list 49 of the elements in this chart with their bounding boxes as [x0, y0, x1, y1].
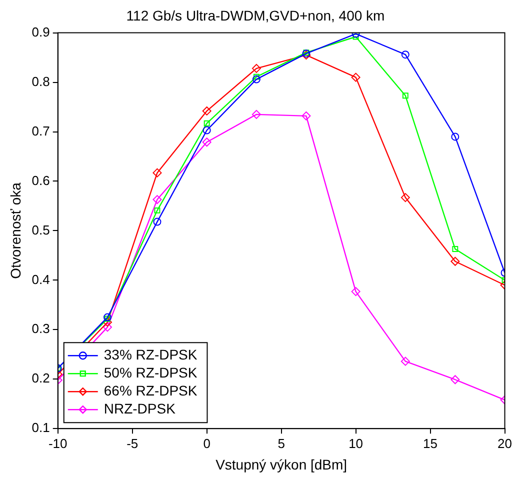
- point: [202, 138, 212, 147]
- point: [402, 92, 408, 99]
- point: [351, 72, 360, 82]
- x-tick-label: -5: [126, 436, 138, 451]
- y-tick-label: 0.8: [32, 74, 50, 89]
- point: [102, 322, 112, 332]
- y-tick-label: 0.7: [32, 123, 50, 138]
- point: [252, 64, 261, 73]
- x-tick-label: 0: [203, 436, 210, 451]
- point: [452, 246, 458, 252]
- x-tick-label: 5: [278, 436, 285, 451]
- point: [400, 193, 410, 202]
- point: [252, 75, 260, 84]
- point: [302, 111, 311, 120]
- point: [202, 126, 211, 134]
- y-axis-title: Otvorenosť oka: [7, 182, 24, 279]
- point: [153, 218, 162, 226]
- y-tick-label: 0.2: [32, 370, 50, 386]
- point: [253, 74, 260, 80]
- x-tick-label: -10: [48, 436, 68, 451]
- x-tick-label: 15: [423, 436, 438, 451]
- legend-label: 50% RZ-DPSK: [104, 364, 198, 380]
- point: [451, 132, 460, 141]
- legend-label: 33% RZ-DPSK: [104, 346, 198, 362]
- x-tick-label: 10: [348, 436, 364, 451]
- point: [450, 256, 460, 266]
- y-tick-label: 0.6: [32, 172, 50, 188]
- point: [154, 207, 160, 214]
- point: [152, 195, 162, 204]
- legend-label: 66% RZ-DPSK: [104, 382, 198, 398]
- point: [202, 106, 212, 116]
- y-tick-label: 0.3: [32, 321, 50, 336]
- legend-label: NRZ-DPSK: [104, 400, 176, 416]
- x-axis-title: Vstupný výkon [dBm]: [216, 456, 348, 472]
- point: [204, 120, 210, 126]
- point: [104, 316, 110, 322]
- point: [103, 313, 112, 322]
- point: [152, 168, 162, 178]
- x-tick-label: 20: [498, 436, 512, 451]
- point: [401, 50, 410, 59]
- y-tick-label: 0.5: [32, 222, 50, 238]
- y-tick-label: 0.1: [32, 420, 50, 436]
- y-tick-label: 0.9: [32, 24, 50, 40]
- point: [252, 110, 261, 119]
- point: [450, 375, 460, 384]
- point: [400, 356, 410, 366]
- chart-title: 112 Gb/s Ultra-DWDM,GVD+non, 400 km: [126, 7, 385, 24]
- point: [351, 287, 360, 296]
- y-tick-label: 0.4: [32, 272, 50, 287]
